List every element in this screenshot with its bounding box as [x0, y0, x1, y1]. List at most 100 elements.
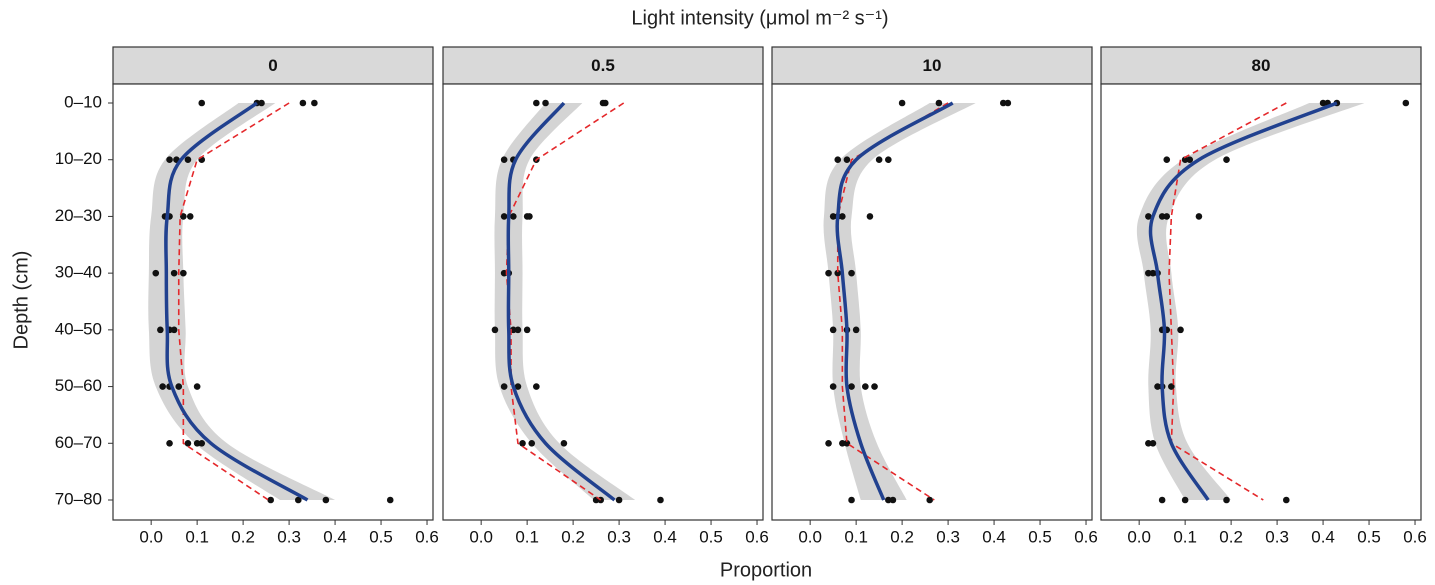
panel: 10 0.0 0.1 0.2 0.3 0.4 0.5 0.6	[771, 46, 1098, 546]
point	[294, 496, 302, 504]
x-tick-label: 0.3	[936, 527, 960, 546]
x-tick-label: 0.5	[1357, 527, 1381, 546]
x-tick-label: 0.4	[323, 527, 347, 546]
y-axis-title: Depth (cm)	[10, 251, 32, 350]
point	[186, 213, 194, 220]
point	[1223, 156, 1230, 164]
point	[526, 213, 533, 220]
point	[1319, 99, 1327, 107]
point	[193, 383, 201, 390]
point	[184, 156, 192, 164]
point	[1145, 269, 1152, 277]
strip	[442, 46, 764, 85]
confidence-band	[823, 103, 976, 500]
panel: 0.5 0.0 0.1 0.2 0.3 0.4 0.5 0.6	[442, 46, 769, 546]
point	[500, 156, 508, 164]
x-axis-title: Proportion	[720, 559, 812, 581]
point	[885, 156, 892, 164]
point	[500, 213, 508, 220]
point	[386, 496, 394, 504]
x-tick-label: 0.1	[844, 527, 868, 546]
point	[1181, 496, 1189, 504]
panel: 80 0.0 0.1 0.2 0.3 0.4 0.5 0.6	[1100, 46, 1427, 546]
point	[322, 496, 330, 504]
point	[839, 439, 846, 447]
point	[1168, 383, 1175, 390]
point	[533, 99, 540, 107]
point	[615, 496, 623, 504]
point	[852, 326, 860, 334]
point	[885, 496, 892, 504]
x-tick-label: 0.6	[1403, 527, 1427, 546]
point	[157, 326, 164, 334]
point	[898, 99, 906, 107]
point	[1195, 213, 1203, 220]
point	[601, 99, 609, 107]
point	[839, 213, 846, 220]
x-tick-label: 0.4	[653, 527, 677, 546]
x-tick-label: 0.2	[890, 527, 914, 546]
point	[175, 383, 183, 390]
strip-label: 10	[923, 56, 942, 75]
x-tick-label: 0.0	[798, 527, 822, 546]
point	[267, 496, 275, 504]
chart-title: Light intensity (μmol m⁻² s⁻¹)	[631, 7, 888, 29]
point	[1163, 156, 1171, 164]
x-tick-label: 0.2	[561, 527, 585, 546]
mean-line	[1168, 102, 1287, 501]
x-tick-label: 0.1	[515, 527, 539, 546]
point	[843, 156, 851, 164]
y-tick-label: 50–60	[55, 376, 102, 395]
y-tick-label: 40–50	[55, 319, 102, 338]
y-tick-label: 30–40	[55, 263, 102, 282]
point	[829, 213, 837, 220]
point	[866, 213, 874, 220]
point	[1004, 99, 1012, 107]
point	[889, 496, 897, 504]
x-tick-label: 0.0	[139, 527, 163, 546]
x-tick-label: 0.1	[185, 527, 209, 546]
x-tick-label: 0.3	[277, 527, 301, 546]
point	[198, 439, 206, 447]
point	[1145, 439, 1152, 447]
smooth-line	[835, 101, 954, 501]
point	[1149, 439, 1157, 447]
point	[834, 156, 842, 164]
x-tick-label: 0.0	[469, 527, 493, 546]
point	[184, 439, 192, 447]
x-tick-label: 0.3	[607, 527, 631, 546]
x-tick-label: 0.6	[415, 527, 439, 546]
x-tick-label: 0.5	[699, 527, 723, 546]
point	[875, 156, 883, 164]
point	[514, 383, 522, 390]
point	[825, 269, 832, 277]
y-tick-label: 10–20	[55, 149, 102, 168]
strip-label: 0.5	[591, 56, 615, 75]
point	[829, 383, 837, 390]
point	[926, 496, 934, 504]
point	[825, 439, 832, 447]
point	[510, 213, 517, 220]
point	[843, 439, 851, 447]
point	[170, 326, 178, 334]
point	[935, 99, 943, 107]
point	[166, 156, 173, 164]
point	[829, 326, 837, 334]
x-tick-label: 0.1	[1173, 527, 1197, 546]
x-tick-label: 0.4	[1311, 527, 1335, 546]
point	[170, 269, 178, 277]
point	[1402, 99, 1410, 107]
smooth-line	[506, 101, 616, 502]
point	[198, 99, 206, 107]
point	[258, 99, 265, 107]
x-tick-label: 0.3	[1265, 527, 1289, 546]
point	[1158, 496, 1166, 504]
x-tick-label: 0.5	[369, 527, 393, 546]
point	[152, 269, 160, 277]
point	[862, 383, 869, 390]
y-tick-label: 70–80	[55, 489, 102, 508]
point	[1186, 156, 1194, 164]
point	[999, 99, 1007, 107]
point	[180, 213, 187, 220]
